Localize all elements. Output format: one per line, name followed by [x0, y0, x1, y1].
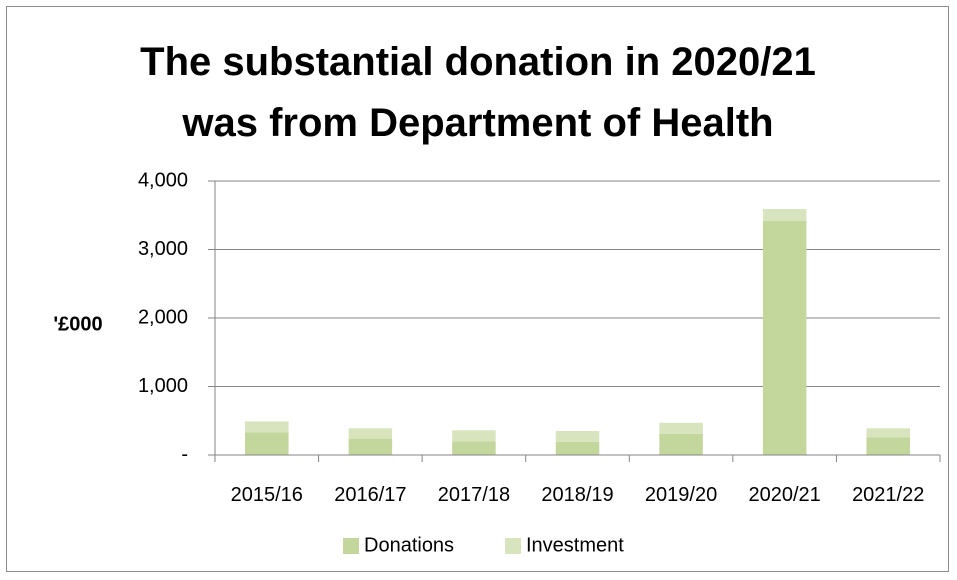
bar-donations-2015-16	[245, 432, 289, 455]
bar-donations-2021-22	[866, 437, 910, 455]
axes	[208, 180, 941, 462]
bar-investment-2016-17	[348, 428, 393, 439]
y-tick-label: 3,000	[138, 238, 188, 260]
legend-label-donations: Donations	[364, 534, 454, 556]
y-tick-label: 4,000	[138, 169, 188, 191]
legend-label-investment: Investment	[526, 534, 624, 556]
bar-donations-2016-17	[348, 438, 393, 455]
bar-investment-2018-19	[555, 431, 600, 442]
bar-investment-2021-22	[866, 428, 910, 438]
x-tick-label: 2017/18	[438, 484, 510, 506]
x-tick-label: 2016/17	[334, 484, 406, 506]
x-tick-label: 2020/21	[748, 484, 820, 506]
bars	[245, 209, 910, 455]
y-tick-label: -	[181, 443, 188, 465]
legend[interactable]: Donations Investment	[343, 534, 624, 556]
x-tick-label: 2018/19	[541, 484, 613, 506]
y-tick-label: 1,000	[138, 375, 188, 397]
bar-investment-2017-18	[452, 430, 496, 442]
chart-title-line-1: The substantial donation in 2020/21	[140, 40, 816, 84]
bar-investment-2020-21	[762, 209, 807, 221]
bar-donations-2019-20	[659, 433, 703, 455]
tick-labels: - 1,000 2,000 3,000 4,000 2015/16 2016/17 2017/…	[138, 169, 924, 506]
y-axis-label: '£000	[53, 313, 102, 335]
x-tick-label: 2015/16	[231, 484, 303, 506]
y-tick-label: 2,000	[138, 306, 188, 328]
chart-title-line-2: was from Department of Health	[181, 101, 773, 145]
x-tick-label: 2019/20	[645, 484, 717, 506]
gridlines	[215, 180, 940, 387]
bar-donations-2017-18	[452, 441, 496, 455]
x-tick-label: 2021/22	[852, 484, 924, 506]
legend-swatch-investment	[505, 538, 521, 554]
bar-donations-2018-19	[555, 441, 600, 455]
legend-swatch-donations	[343, 538, 359, 554]
bar-investment-2019-20	[659, 422, 703, 434]
bar-investment-2015-16	[245, 421, 289, 433]
bar-donations-2020-21	[762, 220, 807, 455]
